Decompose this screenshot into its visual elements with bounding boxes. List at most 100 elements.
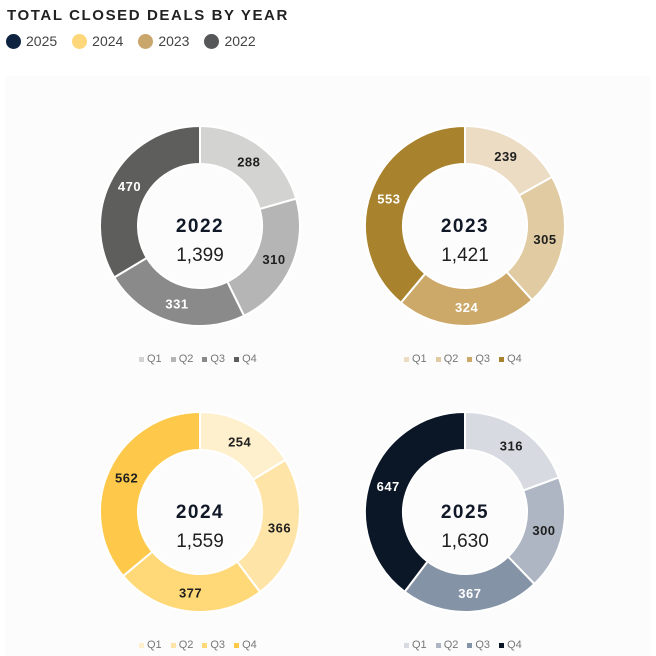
legend-label: Q4 [242,353,257,365]
quarter-legend-2022: Q1 Q2 Q3 Q4 [139,353,257,365]
slice-value-label: 331 [165,297,188,312]
slice-value-label: 300 [532,523,555,538]
legend-label: Q1 [147,639,162,651]
legend-swatch [202,356,208,362]
slice-q4[interactable] [364,410,466,594]
quarter-legend-2023: Q1 Q2 Q3 Q4 [404,353,522,365]
quarter-legend-item: Q2 [435,353,459,365]
legend-swatch [170,642,176,648]
legend-label: 2022 [224,33,256,49]
quarter-legend-item: Q3 [467,353,490,365]
legend-swatch [404,356,409,362]
center-year: 2023 [441,216,489,237]
legend-swatch [435,642,441,648]
quarter-legend-item: Q1 [139,639,162,651]
donut-2022: 288 310 331 470 2022 1,399 [99,124,301,327]
legend-swatch [170,356,176,362]
legend-dot [138,33,154,49]
legend-label: Q2 [443,639,459,651]
legend-label: Q3 [475,353,491,365]
legend-dot [72,33,88,49]
legend-item-2025: 2025 [6,33,57,49]
slice-q4[interactable] [99,410,201,578]
quarter-legend-item: Q1 [139,353,162,365]
slice-value-label: 254 [228,434,251,449]
legend-swatch [202,642,208,648]
quarter-legend-item: Q4 [234,353,257,365]
legend-swatch [435,356,441,362]
legend-label: Q4 [242,639,257,651]
quarter-legend-2025: Q1 Q2 Q3 Q4 [404,639,522,651]
slice-value-label: 647 [377,479,400,494]
legend-label: Q2 [178,639,194,651]
center-total: 1,630 [441,531,489,552]
slice-value-label: 366 [268,520,291,535]
legend-swatch [467,356,473,362]
legend-label: 2025 [26,33,58,49]
slice-value-label: 239 [494,149,517,164]
legend-label: Q3 [210,353,226,365]
center-year: 2025 [441,502,489,523]
legend-swatch [404,642,409,648]
quarter-legend-item: Q3 [202,353,225,365]
slice-value-label: 553 [377,191,400,206]
quarter-legend-item: Q4 [499,353,522,365]
center-total: 1,421 [441,245,489,266]
slice-value-label: 470 [118,179,141,194]
quarter-legend-item: Q1 [404,639,427,651]
quarter-legend-item: Q4 [499,639,522,651]
legend-label: Q2 [178,353,194,365]
legend-label: Q4 [507,639,522,651]
legend-swatch [499,356,505,362]
legend-swatch [139,356,144,362]
legend-dot [204,33,220,49]
donut-2024: 254 366 377 562 2024 1,559 [99,410,301,613]
donut-2025: 316 300 367 647 2025 1,630 [364,410,566,613]
legend-label: Q3 [210,639,226,651]
donut-2023: 239 305 324 553 2023 1,421 [364,124,566,327]
quarter-legend-item: Q3 [202,639,225,651]
slice-value-label: 288 [237,154,260,169]
quarter-legend-item: Q4 [234,639,257,651]
year-legend: 2025 2024 2023 2022 [6,33,256,49]
slice-q3[interactable] [112,256,246,327]
quarter-legend-item: Q2 [170,639,194,651]
slice-value-label: 305 [533,232,556,247]
slice-value-label: 562 [115,471,138,486]
legend-swatch [499,642,505,648]
legend-label: Q3 [475,639,491,651]
legend-label: Q2 [443,353,459,365]
slice-value-label: 367 [458,586,481,601]
legend-dot [6,33,21,49]
quarter-legend-item: Q2 [435,639,459,651]
legend-swatch [467,642,473,648]
slice-value-label: 377 [179,585,202,600]
quarter-legend-item: Q2 [170,353,194,365]
quarter-legend-2024: Q1 Q2 Q3 Q4 [139,639,257,651]
quarter-legend-item: Q3 [467,639,490,651]
legend-item-2022: 2022 [204,33,256,49]
slice-q4[interactable] [364,124,466,305]
legend-label: Q1 [147,353,162,365]
center-total: 1,399 [176,245,224,266]
slice-value-label: 324 [455,300,478,315]
slice-value-label: 316 [500,439,523,454]
legend-swatch [234,642,240,648]
center-total: 1,559 [176,531,224,552]
legend-label: Q1 [412,353,427,365]
legend-item-2024: 2024 [72,33,123,49]
center-year: 2024 [176,502,224,523]
quarter-legend-item: Q1 [404,353,427,365]
slice-value-label: 310 [262,252,285,267]
legend-item-2023: 2023 [138,33,189,49]
legend-swatch [234,356,240,362]
chart-title: TOTAL CLOSED DEALS BY YEAR [7,7,289,24]
legend-label: 2023 [158,33,190,49]
legend-swatch [139,642,144,648]
slice-q4[interactable] [99,124,201,279]
legend-label: Q4 [507,353,522,365]
legend-label: Q1 [412,639,427,651]
center-year: 2022 [176,216,224,237]
legend-label: 2024 [92,33,124,49]
